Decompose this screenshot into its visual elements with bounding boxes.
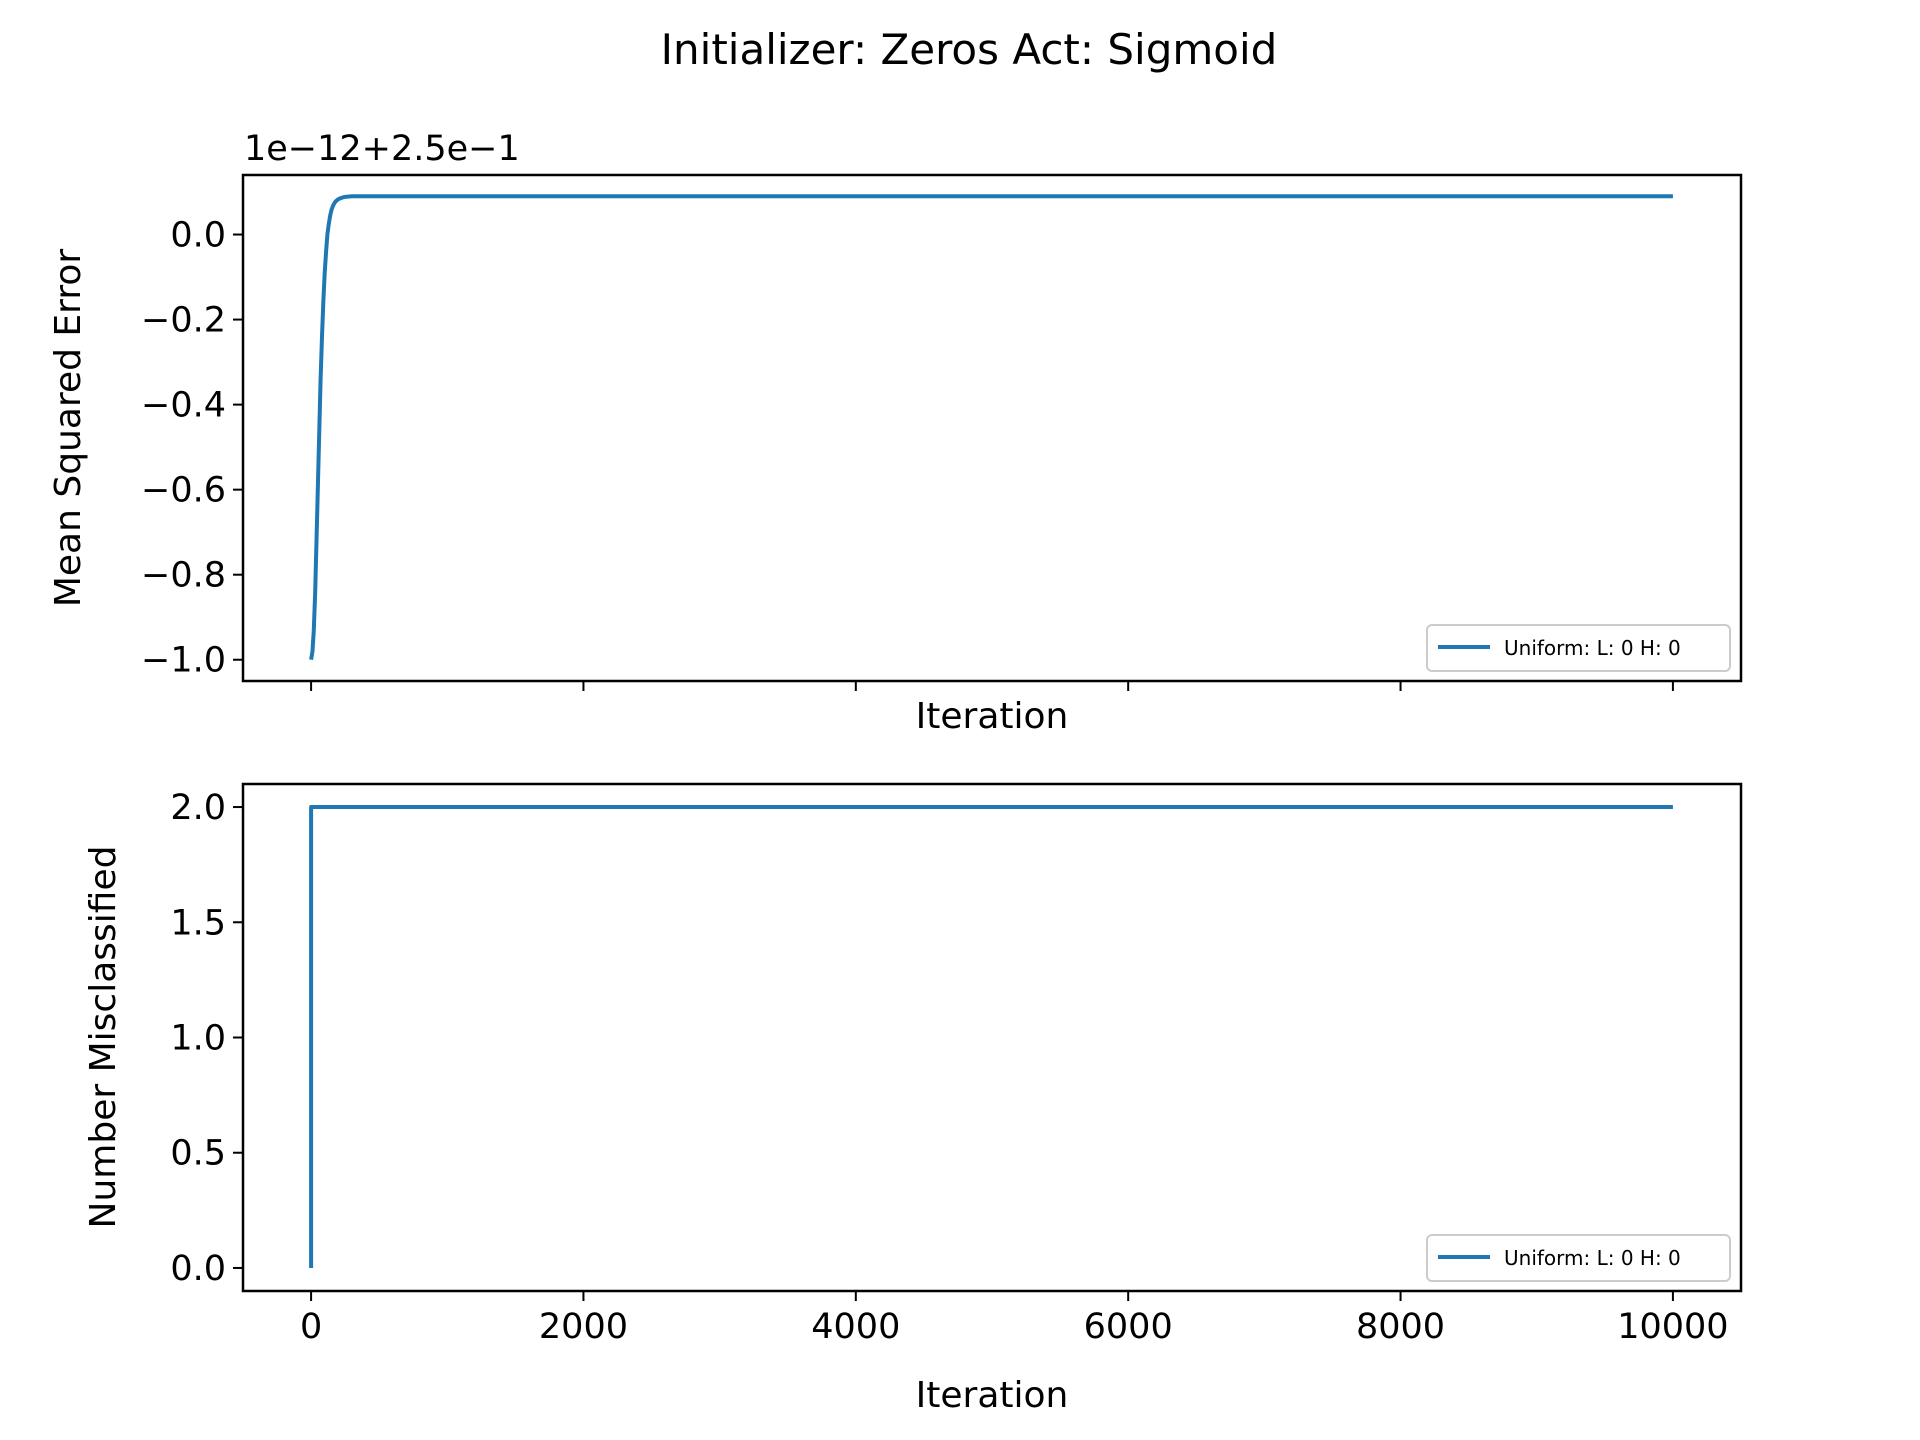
misclassified-legend: Uniform: L: 0 H: 0 (1426, 1234, 1731, 1282)
misclassified-ytick-label: 0.5 (170, 1134, 226, 1174)
mse-ytick-label: 0.0 (170, 216, 226, 256)
mse-legend-box (1426, 624, 1731, 672)
misclassified-xtick-label: 4000 (811, 1307, 900, 1347)
mse-subplot: 1e−12+2.5e−1 −1.0 −0.8 −0.6 −0.4 −0.2 0.0 Ite… (48, 129, 1743, 737)
mse-legend: Uniform: L: 0 H: 0 (1426, 624, 1731, 672)
mse-ytick-label: −0.4 (141, 386, 226, 426)
misclassified-ticks: 0 2000 4000 6000 8000 10000 0.0 0.5 1.0 1.5 2.0 (170, 788, 1728, 1347)
misclassified-xtick-label: 2000 (539, 1307, 628, 1347)
mse-series-line (309, 194, 1673, 661)
mse-axes-frame (241, 173, 1743, 683)
mse-x-axis-label: Iteration (916, 696, 1069, 737)
mse-y-axis-label: Mean Squared Error (48, 249, 89, 608)
misclassified-axes-frame (241, 782, 1743, 1293)
misclassified-y-axis-label: Number Misclassified (83, 846, 124, 1229)
misclassified-ytick-label: 0.0 (170, 1249, 226, 1289)
misclassified-ytick-label: 1.5 (170, 903, 226, 943)
mse-ytick-label: −1.0 (141, 641, 226, 681)
misclassified-ytick-label: 1.0 (170, 1019, 226, 1059)
mse-offset-label: 1e−12+2.5e−1 (244, 129, 520, 169)
mse-series (309, 194, 1673, 661)
mse-ytick-label: −0.2 (141, 301, 226, 341)
mse-ytick-label: −0.8 (141, 556, 226, 596)
figure-title: Initializer: Zeros Act: Sigmoid (661, 25, 1278, 74)
misclassified-xtick-label: 8000 (1356, 1307, 1445, 1347)
misclassified-series (309, 805, 1673, 1268)
mse-legend-label: Uniform: L: 0 H: 0 (1504, 636, 1681, 660)
misclassified-xtick-label: 10000 (1617, 1307, 1728, 1347)
misclassified-legend-box (1426, 1234, 1731, 1282)
misclassified-xtick-label: 6000 (1084, 1307, 1173, 1347)
mse-ytick-label: −0.6 (141, 471, 226, 511)
misclassified-subplot: 0 2000 4000 6000 8000 10000 0.0 0.5 1.0 1.5 2.0 It… (83, 782, 1743, 1416)
misclassified-xtick-label: 0 (300, 1307, 322, 1347)
misclassified-x-axis-label: Iteration (916, 1375, 1069, 1416)
misclassified-legend-label: Uniform: L: 0 H: 0 (1504, 1246, 1681, 1270)
mse-ticks: −1.0 −0.8 −0.6 −0.4 −0.2 0.0 (141, 216, 1674, 691)
misclassified-ytick-label: 2.0 (170, 788, 226, 828)
misclassified-series-line (309, 805, 1673, 1268)
